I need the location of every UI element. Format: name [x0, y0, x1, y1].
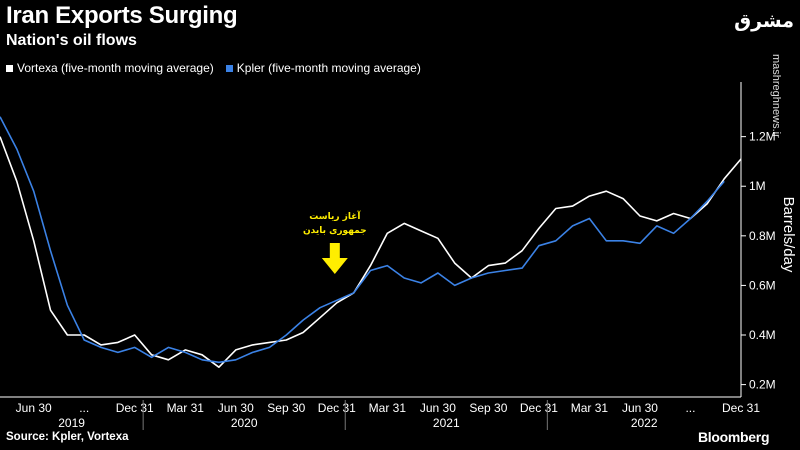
- legend-item-vortexa: Vortexa (five-month moving average): [6, 61, 214, 75]
- annotation-text-2: جمهوری بایدن: [303, 226, 367, 236]
- x-ellipsis: ...: [79, 401, 89, 415]
- x-tick-label: Jun 30: [420, 401, 456, 415]
- legend: Vortexa (five-month moving average) Kple…: [6, 60, 433, 76]
- annotation-text-1: آغاز ریاست: [309, 210, 361, 222]
- arrow-down-icon: [321, 243, 348, 274]
- x-tick-label: Sep 30: [469, 401, 507, 415]
- legend-label-kpler: Kpler (five-month moving average): [236, 61, 421, 75]
- legend-swatch-vortexa: [6, 64, 13, 72]
- chart-subtitle: Nation's oil flows: [6, 32, 137, 49]
- y-axis-title: Barrels/day: [780, 197, 797, 273]
- legend-label-vortexa: Vortexa (five-month moving average): [17, 61, 214, 75]
- x-tick-label: Jun 30: [16, 401, 52, 415]
- x-tick-label: Mar 31: [571, 401, 609, 415]
- x-tick-label: Dec 31: [318, 401, 356, 415]
- series-line-kpler: [0, 116, 725, 364]
- y-tick-label: 0.6M: [749, 278, 776, 292]
- y-tick-label: 0.4M: [749, 328, 776, 342]
- x-ellipsis: ...: [685, 401, 695, 415]
- year-label: 2022: [631, 416, 658, 430]
- year-label: 2019: [58, 416, 85, 430]
- series-line-vortexa: [0, 136, 742, 369]
- legend-swatch-kpler: [225, 64, 233, 72]
- x-tick-label: Mar 31: [167, 401, 205, 415]
- y-tick-label: 1M: [749, 179, 766, 193]
- y-tick-label: 1.2M: [749, 130, 776, 144]
- x-tick-label: Dec 31: [722, 401, 760, 415]
- bloomberg-logo: Bloomberg: [698, 429, 770, 445]
- legend-item-kpler: Kpler (five-month moving average): [225, 61, 421, 75]
- x-tick-label: Mar 31: [369, 401, 407, 415]
- x-tick-label: Jun 30: [622, 401, 658, 415]
- chart-title: Iran Exports Surging: [6, 2, 238, 29]
- y-tick-label: 0.8M: [749, 229, 776, 243]
- year-label: 2020: [231, 416, 258, 430]
- x-tick-label: Dec 31: [116, 401, 154, 415]
- y-tick-label: 0.2M: [749, 378, 776, 392]
- x-tick-label: Dec 31: [520, 401, 558, 415]
- x-tick-label: Sep 30: [267, 401, 305, 415]
- mashregh-logo: مشرق: [734, 10, 794, 32]
- source-note: Source: Kpler, Vortexa: [6, 431, 129, 443]
- x-tick-label: Jun 30: [218, 401, 254, 415]
- year-label: 2021: [433, 416, 460, 430]
